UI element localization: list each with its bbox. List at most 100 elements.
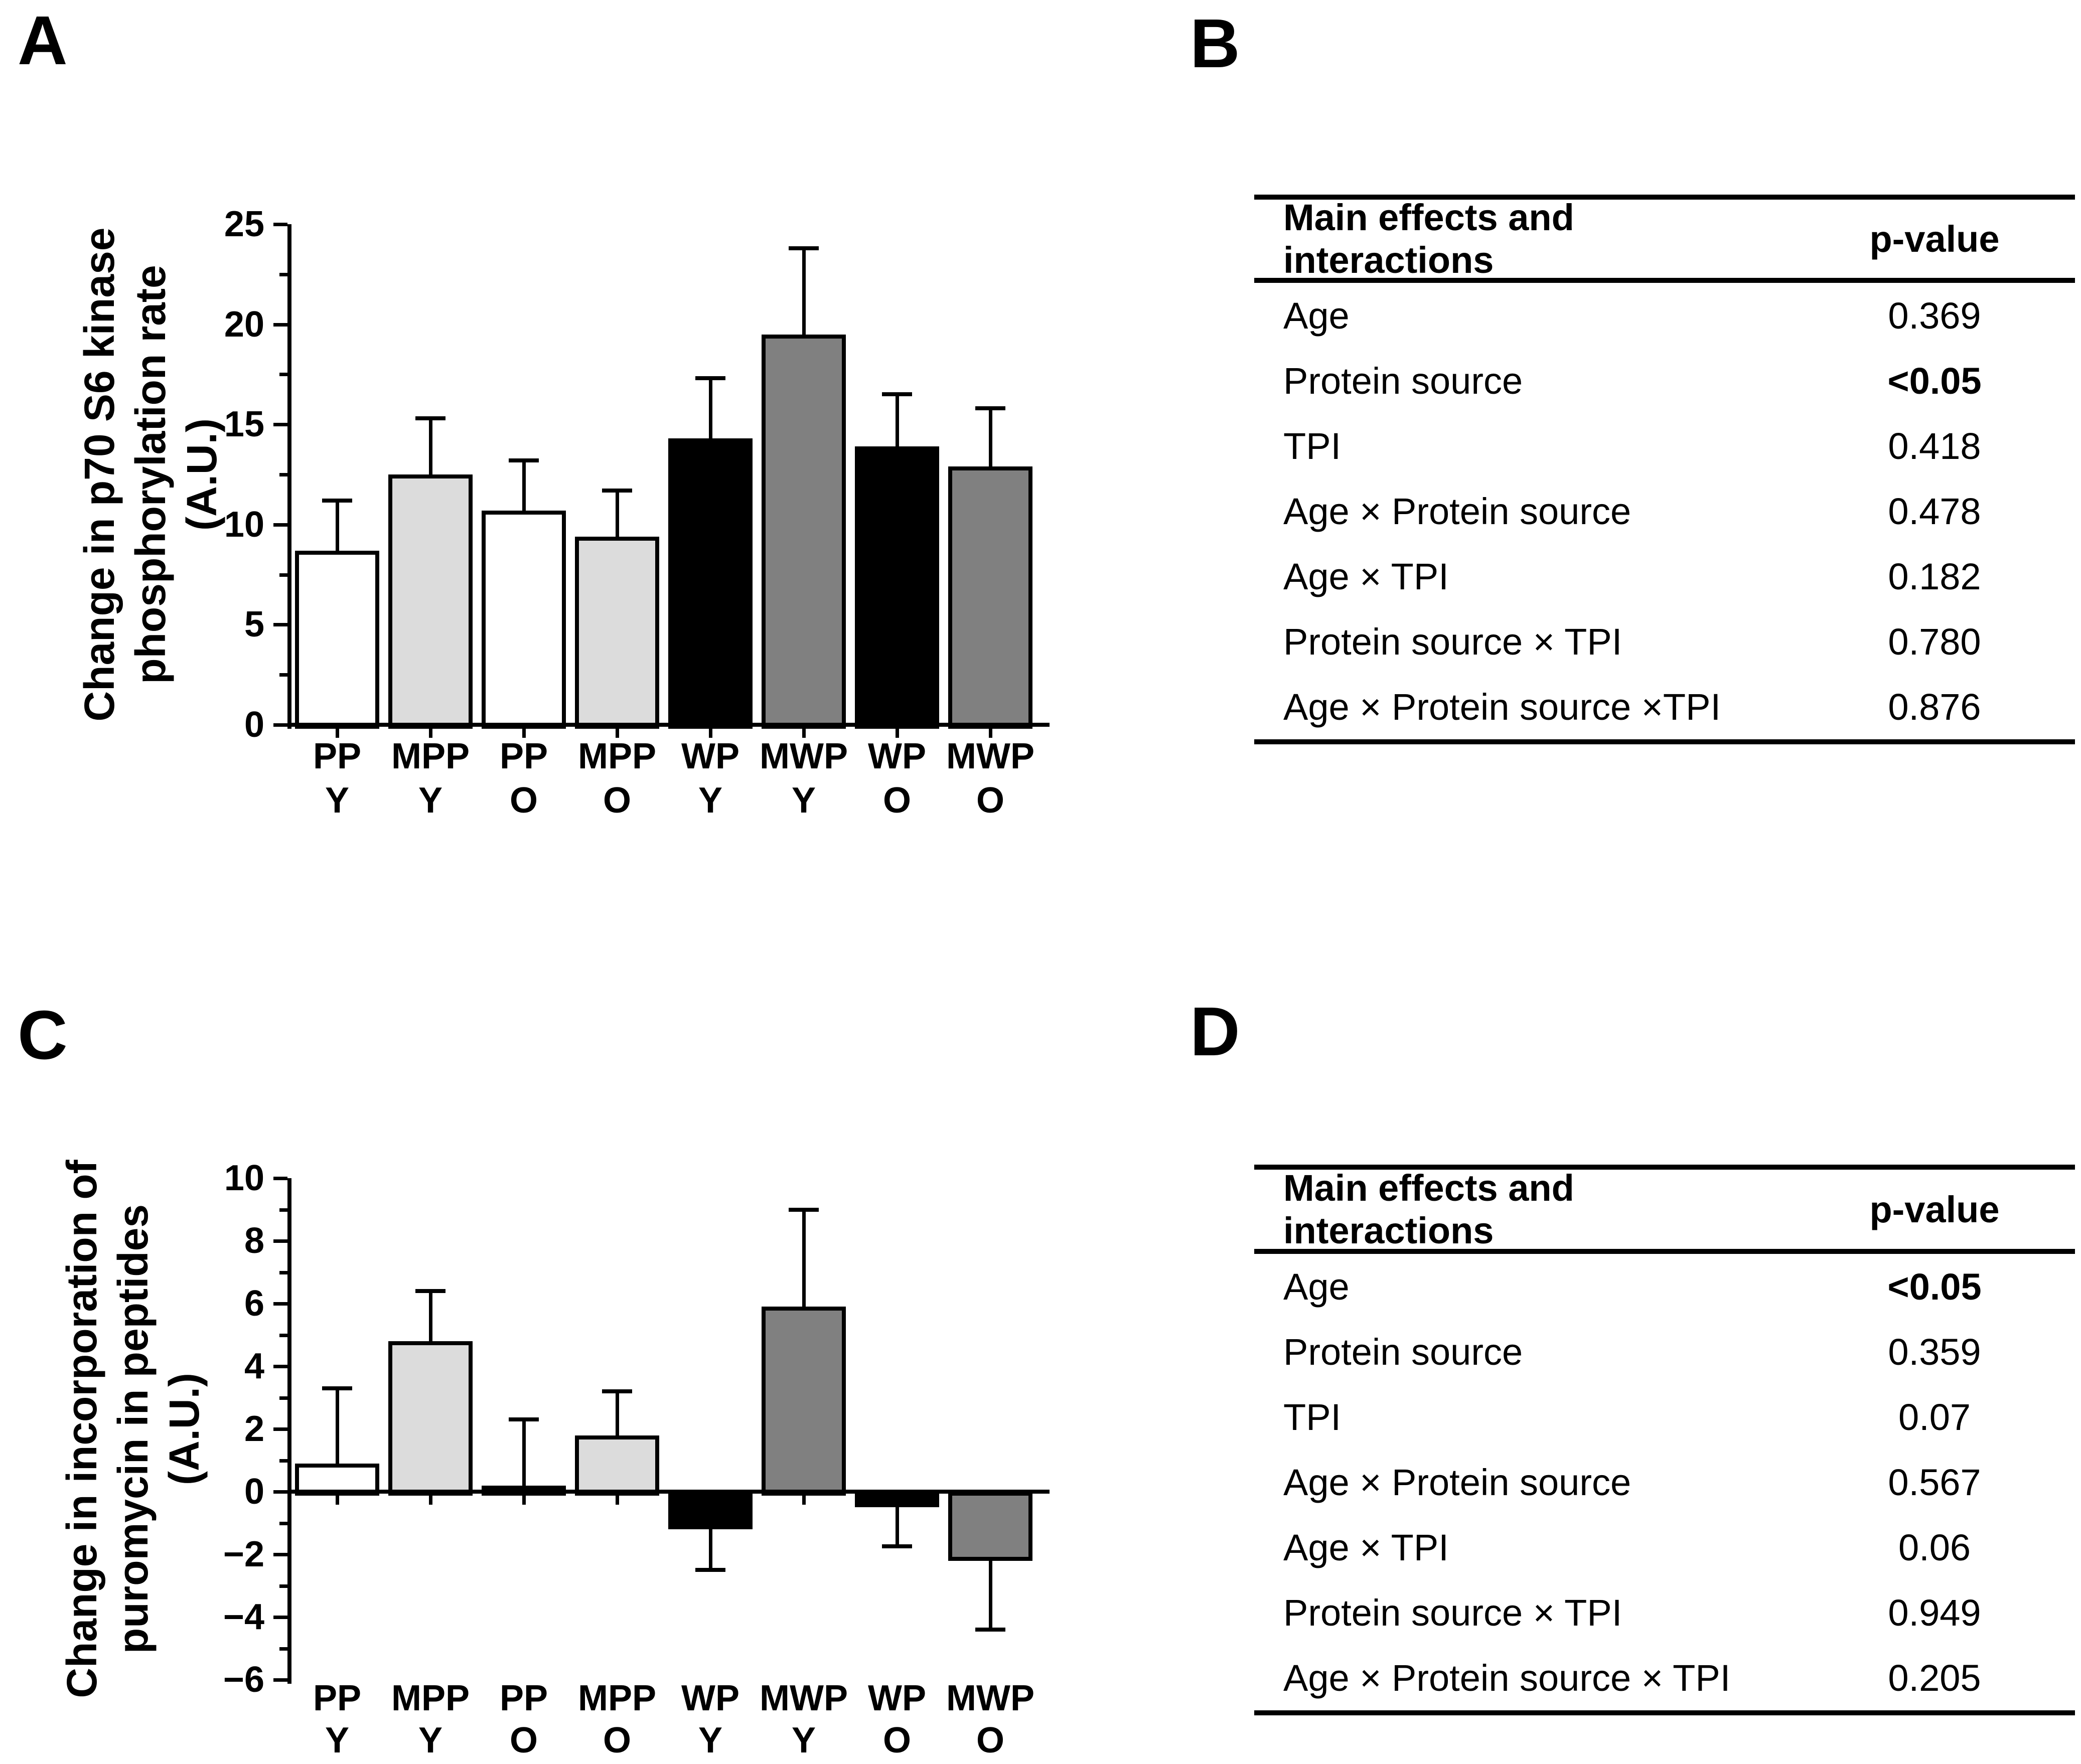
x-axis-category-sublabel: Y [418,1720,443,1760]
x-axis-category-tick [336,1494,339,1505]
bar-mwp-o [948,466,1032,729]
y-axis-major-tick [273,623,287,627]
y-axis-major-tick [273,1239,287,1243]
bar-mwp-y [762,1307,846,1496]
x-axis-category-tick [896,1494,899,1505]
y-axis-tick-label: −2 [223,1534,264,1574]
y-axis-minor-tick [279,1584,287,1588]
error-bar-cap [975,1628,1005,1632]
y-axis-tick-label: 15 [224,404,264,445]
error-bar-stem [895,1507,899,1547]
x-axis-category-sublabel: Y [698,1720,723,1760]
y-axis-tick-label: 4 [244,1346,264,1386]
stats-table-d: Main effects and interactions p-value Ag… [1254,1165,2075,1715]
x-axis-category-sublabel: O [976,780,1004,821]
y-axis-line [287,1178,291,1684]
x-axis-category-sublabel: O [882,780,911,821]
error-bar-stem [522,460,526,511]
effect-label: Age × TPI [1283,555,1449,597]
p-value: 0.205 [1888,1657,1981,1699]
y-axis-tick-label: 20 [224,304,264,345]
effect-label: Age [1283,1265,1350,1308]
error-bar-stem [895,394,899,447]
error-bar-cap [322,498,352,503]
table-header-effects: Main effects and interactions [1283,197,1574,281]
effect-label: Protein source [1283,360,1523,402]
y-axis-major-tick [273,423,287,427]
x-axis-category-tick [989,1494,992,1505]
y-axis-title-line: phosphorylation rate [127,265,174,684]
table-row: Protein source × TPI 0.949 [1254,1580,2075,1645]
error-bar-cap [602,1389,632,1393]
table-row: Protein source × TPI 0.780 [1254,609,2075,674]
table-row: Protein source <0.05 [1254,348,2075,413]
table-body: Age 0.369 Protein source <0.05 TPI 0.418 Age ×… [1254,283,2075,739]
y-axis-title-line: puromycin in peptides [109,1204,157,1654]
y-axis-major-tick [273,1302,287,1306]
x-axis-category-tick [896,727,899,738]
x-axis-category-label: PP [499,736,548,776]
y-axis-tick-label: 10 [224,504,264,545]
effect-label: Protein source × TPI [1283,1591,1622,1634]
bar-wp-o [855,1492,939,1508]
effect-label: TPI [1283,425,1342,467]
error-bar-stem [802,1209,806,1307]
x-axis-category-label: MWP [760,736,848,776]
error-bar-stem [428,418,432,474]
y-axis-minor-tick [279,673,287,677]
x-axis-category-sublabel: Y [791,780,816,821]
table-row: TPI 0.07 [1254,1384,2075,1450]
table-bottom-rule [1254,739,2075,744]
x-axis-baseline [287,723,1050,727]
x-axis-category-tick [989,727,992,738]
effect-label: Age × TPI [1283,1526,1449,1568]
effect-label: Age × Protein source × TPI [1283,1657,1731,1699]
x-axis-category-label: MWP [946,1678,1034,1718]
x-axis-category-sublabel: Y [325,1720,350,1760]
p-value: <0.05 [1887,360,1982,402]
x-axis-category-sublabel: O [976,1720,1004,1760]
y-axis-minor-tick [279,1647,287,1651]
y-axis-major-tick [273,1490,287,1494]
y-axis-major-tick [273,1427,287,1431]
x-axis-category-tick [429,727,432,738]
effect-label: Age × Protein source [1283,490,1631,532]
x-axis-category-sublabel: Y [418,780,443,821]
y-axis-minor-tick [279,373,287,377]
x-axis-category-sublabel: Y [791,1720,816,1760]
error-bar-stem [615,490,619,537]
p-value: 0.567 [1888,1461,1981,1503]
y-axis-title-line: Change in p70 S6 kinase [76,227,123,722]
y-axis-major-tick [273,523,287,527]
x-axis-category-label: WP [868,1678,926,1718]
y-axis-tick-label: 2 [244,1409,264,1449]
x-axis-category-label: MPP [577,1678,657,1718]
y-axis-major-tick [273,1678,287,1682]
x-axis-category-label: PP [313,736,362,776]
table-row: TPI 0.418 [1254,413,2075,478]
error-bar-stem [802,248,806,335]
x-axis-category-label: MPP [391,1678,470,1718]
x-axis-category-tick [802,1494,806,1505]
y-axis-tick-label: 25 [224,204,264,244]
y-axis-minor-tick [279,272,287,276]
bar-pp-o [482,1485,566,1496]
error-bar-stem [708,378,712,439]
y-axis-tick-label: 8 [244,1221,264,1261]
y-axis-title-line: (A.U.) [161,1373,208,1485]
table-row: Age × Protein source 0.478 [1254,478,2075,544]
effect-label: Age × Protein source ×TPI [1283,686,1721,728]
p-value: 0.478 [1888,490,1981,532]
table-row: Age × TPI 0.182 [1254,544,2075,609]
y-axis-tick-label: −4 [223,1597,264,1637]
effect-label: Protein source × TPI [1283,620,1622,663]
error-bar-stem [522,1419,526,1486]
p-value: 0.418 [1888,425,1981,467]
table-header-effects: Main effects and interactions [1283,1167,1574,1251]
p-value: 0.06 [1898,1526,1971,1568]
effect-label: Protein source [1283,1331,1523,1373]
p-value: 0.780 [1888,620,1981,663]
bar-pp-y [295,1463,379,1496]
y-axis-tick-label: 0 [244,705,264,745]
x-axis-category-tick [709,727,712,738]
